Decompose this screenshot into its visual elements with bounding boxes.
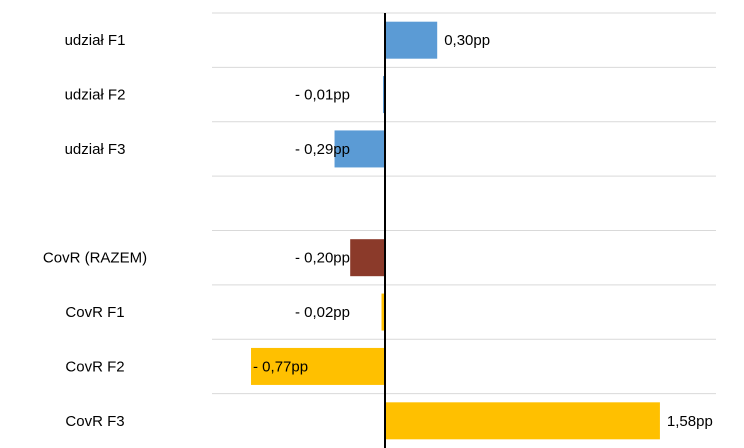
category-label: udział F3: [65, 141, 126, 158]
data-label: 1,58pp: [667, 413, 713, 430]
data-label: - 0,02pp: [295, 304, 350, 321]
category-label: udział F2: [65, 87, 126, 104]
data-label: - 0,29pp: [295, 141, 350, 158]
data-label: 0,30pp: [444, 32, 490, 49]
category-label: CovR F3: [65, 413, 124, 430]
data-labels: 0,30pp - 0,01pp - 0,29pp - 0,20pp - 0,02pp - …: [253, 32, 713, 430]
category-label: CovR (RAZEM): [43, 250, 147, 267]
bar: [251, 347, 385, 385]
bar: [385, 21, 438, 59]
data-label: - 0,77pp: [253, 358, 308, 375]
bar: [334, 130, 385, 168]
category-label: CovR F1: [65, 304, 124, 321]
bar: [381, 293, 385, 331]
gridlines: [212, 12, 716, 395]
bar: [350, 239, 385, 277]
data-label: - 0,01pp: [295, 87, 350, 104]
data-label: - 0,20pp: [295, 250, 350, 267]
category-labels: udział F1 udział F2 udział F3 CovR (RAZEM) C…: [43, 32, 147, 430]
category-label: udział F1: [65, 32, 126, 49]
bar: [385, 402, 660, 440]
category-label: CovR F2: [65, 358, 124, 375]
